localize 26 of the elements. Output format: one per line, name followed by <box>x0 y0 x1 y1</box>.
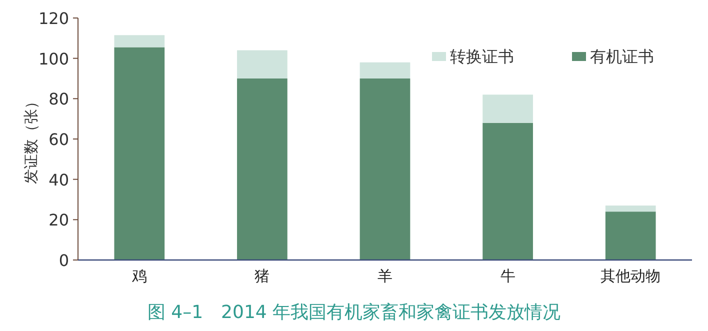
bar <box>360 62 410 78</box>
bar <box>360 78 410 260</box>
bar <box>482 122 533 260</box>
bar <box>114 35 165 48</box>
legend-label: 有机证书 <box>590 47 654 66</box>
y-tick-label: 100 <box>38 49 69 68</box>
y-tick-label: 120 <box>38 9 69 28</box>
bar <box>605 206 656 212</box>
text: 图 4–1 2014 年我国有机家畜和家禽证书发放情况 <box>147 302 561 323</box>
bar <box>237 50 288 78</box>
x-tick-label: 猪 <box>254 267 270 285</box>
x-tick-label: 羊 <box>378 267 392 285</box>
y-tick-label: 20 <box>48 210 69 230</box>
x-tick-label: 牛 <box>500 267 516 285</box>
y-tick-label: 0 <box>58 251 69 270</box>
y-tick-label: 80 <box>48 90 69 109</box>
x-tick-label: 鸡 <box>130 267 147 285</box>
y-axis-title: 发证数（张） <box>22 94 40 184</box>
bar <box>114 47 165 260</box>
y-tick-label: 40 <box>48 170 69 190</box>
y-tick-label: 60 <box>48 130 69 149</box>
bar <box>605 212 656 260</box>
bar <box>482 94 533 123</box>
bar <box>237 78 288 260</box>
legend-label: 转换证书 <box>450 47 514 66</box>
x-tick-label: 其他动物 <box>600 267 661 285</box>
